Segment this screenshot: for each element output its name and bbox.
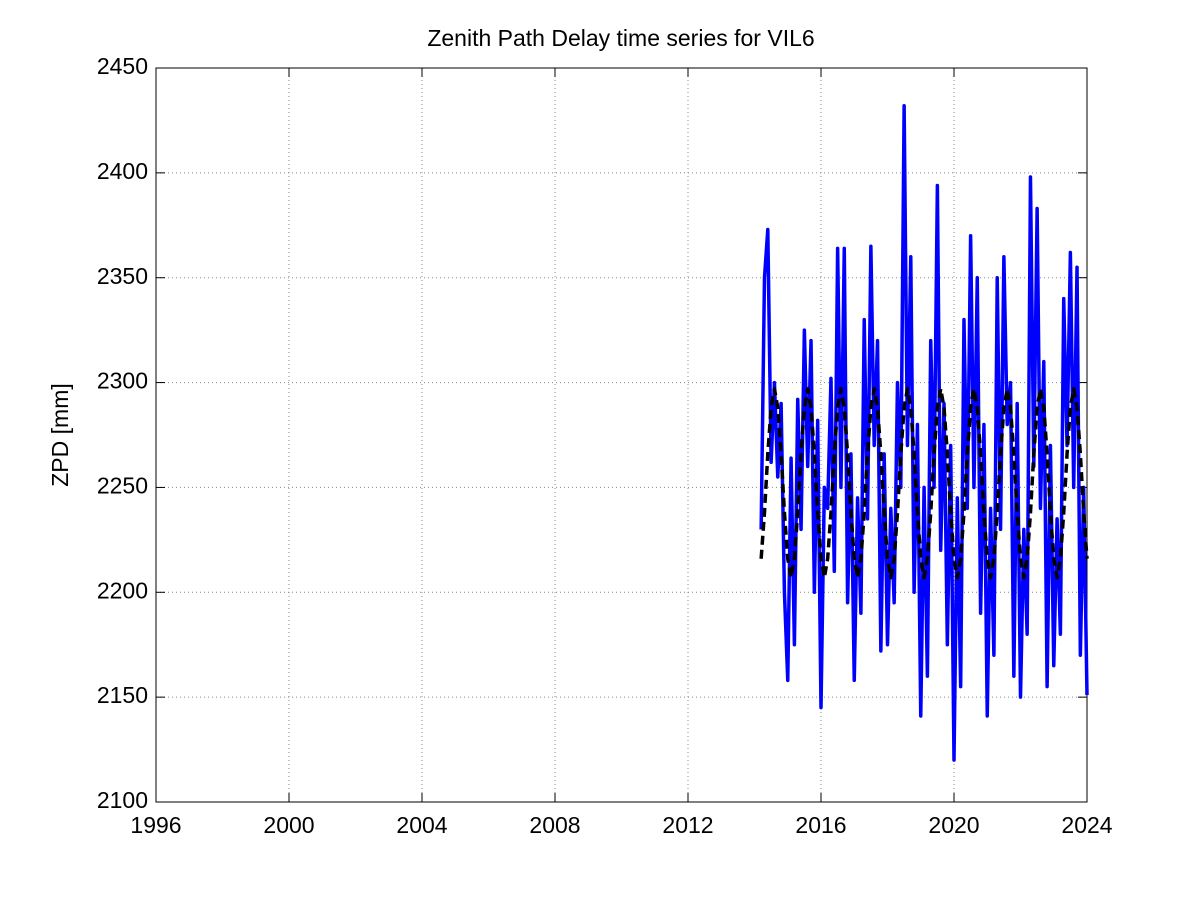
x-tick-label: 2016 [795, 812, 846, 838]
y-tick-label: 2150 [97, 682, 148, 708]
x-tick-label: 2020 [928, 812, 979, 838]
y-tick-label: 2250 [97, 473, 148, 499]
y-tick-label: 2350 [97, 263, 148, 289]
y-tick-label: 2450 [97, 53, 148, 79]
x-tick-label: 1996 [130, 812, 181, 838]
y-tick-label: 2200 [97, 577, 148, 603]
y-tick-label: 2400 [97, 158, 148, 184]
x-tick-label: 2000 [263, 812, 314, 838]
x-tick-label: 2024 [1061, 812, 1112, 838]
series-line [759, 103, 1089, 762]
x-tick-label: 2008 [529, 812, 580, 838]
x-tick-label: 2012 [662, 812, 713, 838]
y-tick-label: 2300 [97, 368, 148, 394]
y-axis-label: ZPD [mm] [47, 383, 73, 487]
x-tick-label: 2004 [396, 812, 447, 838]
axes-box [155, 67, 1088, 803]
y-tick-label: 2100 [97, 787, 148, 813]
series-line [759, 387, 1089, 580]
chart-title: Zenith Path Delay time series for VIL6 [427, 25, 814, 51]
